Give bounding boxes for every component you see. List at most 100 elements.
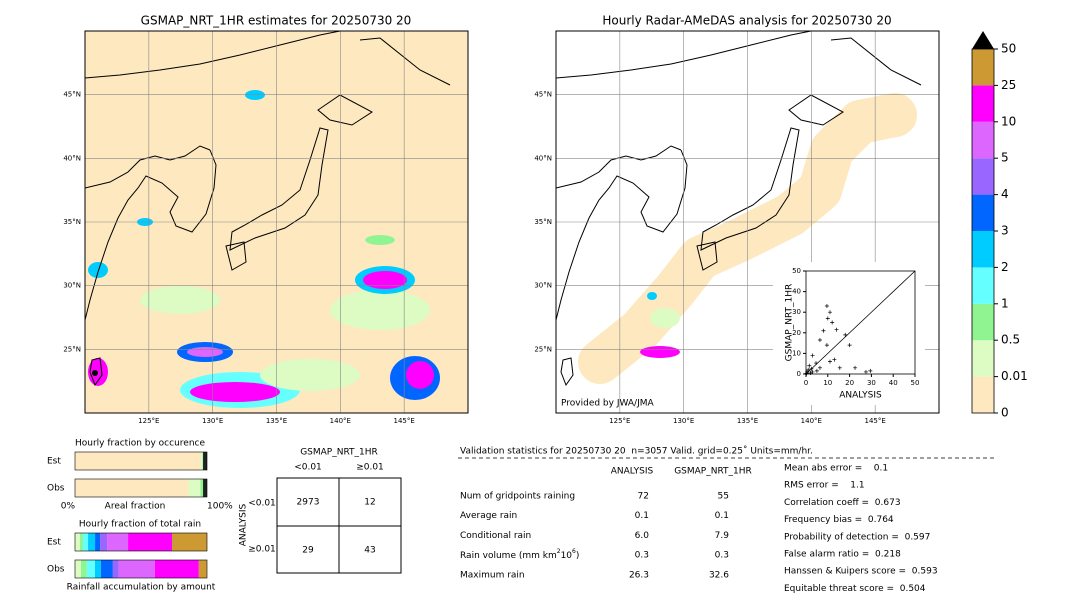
map-frame xyxy=(84,30,469,414)
row-header: <0.01 xyxy=(248,499,276,509)
rain-area xyxy=(365,235,395,245)
cell: 0.3 xyxy=(715,551,729,561)
x-tick-label: 100% xyxy=(207,502,233,512)
column-header: <0.01 xyxy=(294,463,322,473)
grid xyxy=(85,31,468,413)
point xyxy=(827,310,832,315)
map-title: GSMAP_NRT_1HR estimates for 20250730 20 xyxy=(141,14,412,28)
score: Probability of detection = 0.597 xyxy=(784,532,930,542)
map-frame xyxy=(555,30,940,414)
x-tick-label: 140°E xyxy=(330,417,351,425)
point xyxy=(824,343,829,348)
point xyxy=(821,328,826,333)
score: Mean abs error = 0.1 xyxy=(784,464,888,474)
bar-segment xyxy=(203,452,207,470)
point xyxy=(868,368,873,373)
point xyxy=(814,368,819,373)
y-tick-label: 40°N xyxy=(534,154,552,162)
score: Hanssen & Kuipers score = 0.593 xyxy=(784,567,938,577)
bar-segment xyxy=(75,479,189,497)
chart-title: Hourly fraction of total rain xyxy=(79,520,201,530)
point xyxy=(843,332,848,337)
colorbar-label: 0.01 xyxy=(1001,369,1028,383)
chart-title: Hourly fraction by occurence xyxy=(75,439,205,449)
bar-segment xyxy=(80,560,87,578)
colorbar-segment xyxy=(972,376,994,413)
rain-area xyxy=(92,370,98,376)
y-tick-label: 45°N xyxy=(534,91,552,99)
rain-area xyxy=(640,346,680,358)
rain-area xyxy=(187,347,223,357)
y-tick-label: 30°N xyxy=(63,282,81,290)
bar-segment xyxy=(86,560,95,578)
bar-segment xyxy=(128,533,173,551)
bar-segment xyxy=(100,533,108,551)
row-title: ANALYSIS xyxy=(239,503,249,546)
column-header: GSMAP_NRT_1HR xyxy=(674,467,752,477)
colorbar-segment xyxy=(972,85,994,122)
scatter-plot: 0 10 20 30 40 50 0 10 20 30 40 50 ANALYSIS GSMAP_NRT_… xyxy=(785,267,920,401)
rain-area xyxy=(190,382,280,402)
point xyxy=(830,320,835,325)
credit: Provided by JWA/JMA xyxy=(561,399,654,409)
rain-area xyxy=(406,361,434,389)
cell: 6.0 xyxy=(635,531,650,541)
table-title: GSMAP_NRT_1HR xyxy=(300,448,378,458)
label-part: Rain volume (mm km xyxy=(460,551,557,561)
y-axis-label: GSMAP_NRT_1HR xyxy=(785,284,795,362)
row-label: Num of gridpoints raining xyxy=(460,492,575,502)
point xyxy=(804,371,809,376)
cell: 26.3 xyxy=(629,570,649,580)
y-tick-label: 0 xyxy=(797,370,801,378)
row-label: Conditional rain xyxy=(460,531,531,541)
bar-segment xyxy=(75,452,202,470)
point xyxy=(853,365,858,370)
rain-area xyxy=(245,90,265,100)
colorbar: 0 0.01 0.5 1 2 3 4 5 10 25 50 xyxy=(971,42,1028,420)
colorbar-segment xyxy=(972,303,994,341)
colorbar-segment xyxy=(972,267,994,304)
bar-segment xyxy=(188,479,201,497)
category-label: Est xyxy=(47,538,61,548)
rain-area xyxy=(140,286,220,314)
scores: Mean abs error = 0.1 RMS error = 1.1 Corre… xyxy=(784,464,938,594)
row-label: Average rain xyxy=(460,511,517,521)
score: False alarm ratio = 0.218 xyxy=(784,550,901,560)
category-label: Obs xyxy=(47,565,65,575)
x-tick-label: 135°E xyxy=(737,417,758,425)
colorbar-label: 3 xyxy=(1001,224,1009,238)
row-label: Rain volume (mm km2106) xyxy=(460,548,579,561)
category-label: Est xyxy=(47,457,61,467)
x-axis-label: Rainfall accumulation by amount xyxy=(67,583,216,593)
bar-frame xyxy=(74,451,208,471)
point xyxy=(817,338,822,343)
y-tick-label: 50 xyxy=(792,267,801,275)
cell: 0.1 xyxy=(715,511,729,521)
validation-stats: Validation statistics for 20250730 20 n=… xyxy=(458,446,997,594)
label-part: ) xyxy=(576,551,580,561)
y-tick-label: 40°N xyxy=(63,154,81,162)
x-tick-label: 145°E xyxy=(394,417,415,425)
point xyxy=(808,370,813,375)
colorbar-segment xyxy=(972,231,994,268)
bar-frame xyxy=(74,478,208,498)
table-cell: 2973 xyxy=(297,498,320,508)
bar-segment xyxy=(200,479,204,497)
x-tick-label: 20 xyxy=(845,379,854,387)
cell: 7.9 xyxy=(715,531,730,541)
score: RMS error = 1.1 xyxy=(784,481,865,491)
x-tick-label: 40 xyxy=(889,379,898,387)
table-cell: 43 xyxy=(364,546,375,556)
score: Correlation coeff = 0.673 xyxy=(784,498,901,508)
cell: 0.3 xyxy=(635,551,649,561)
colorbar-label: 2 xyxy=(1001,260,1009,274)
point xyxy=(809,366,814,371)
precip-field xyxy=(88,90,440,408)
category-label: Obs xyxy=(47,484,65,494)
y-tick-label: 35°N xyxy=(534,218,552,226)
bar-segment xyxy=(107,533,129,551)
validation-rows: Num of gridpoints raining 72 55 Average rai… xyxy=(460,492,729,581)
rain-area xyxy=(363,271,407,289)
cell: 72 xyxy=(638,492,649,502)
x-tick-label: 140°E xyxy=(801,417,822,425)
